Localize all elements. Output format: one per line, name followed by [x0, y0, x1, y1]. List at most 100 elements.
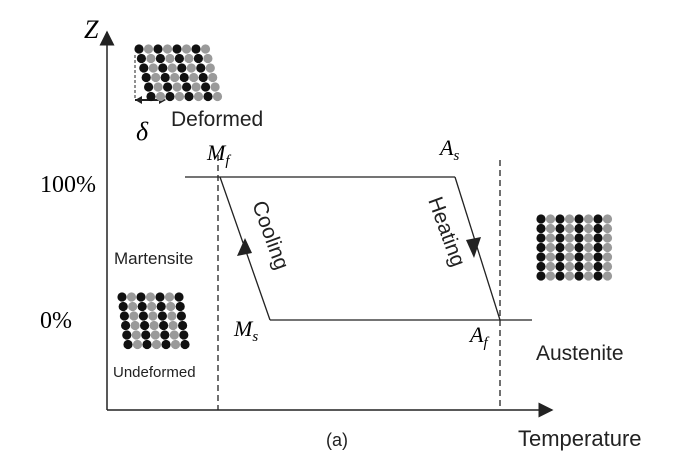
atom: [158, 311, 167, 320]
atom: [128, 302, 137, 311]
atom: [194, 54, 203, 63]
deformed-label: Deformed: [171, 108, 263, 131]
atom: [536, 214, 545, 223]
caption: (a): [326, 430, 348, 450]
atom: [156, 54, 165, 63]
atom: [171, 340, 180, 349]
atom: [192, 82, 201, 91]
atom: [574, 262, 583, 271]
cooling-arrow: [237, 238, 252, 256]
atom: [565, 271, 574, 280]
atom: [536, 252, 545, 261]
atom: [603, 224, 612, 233]
atom: [187, 63, 196, 72]
atom: [165, 54, 174, 63]
atom: [603, 262, 612, 271]
atom: [161, 73, 170, 82]
atom: [157, 302, 166, 311]
atom: [152, 340, 161, 349]
atom: [119, 302, 128, 311]
atom: [146, 292, 155, 301]
atom: [555, 262, 564, 271]
atom: [206, 63, 215, 72]
atom: [593, 262, 602, 271]
atom: [211, 82, 220, 91]
atom: [174, 292, 183, 301]
atom: [546, 271, 555, 280]
atom: [179, 330, 188, 339]
atom: [546, 214, 555, 223]
atom: [144, 44, 153, 53]
atom: [122, 330, 131, 339]
atom: [536, 233, 545, 242]
y-top-label: 100%: [40, 172, 96, 198]
atom: [173, 82, 182, 91]
as-label: As: [438, 135, 459, 164]
atom: [156, 92, 165, 101]
diagram: Z Temperature 100% 0% (a) Mf As Ms Af Co…: [0, 0, 676, 457]
atom: [180, 73, 189, 82]
atom: [175, 54, 184, 63]
atom: [603, 252, 612, 261]
atom: [584, 262, 593, 271]
atom: [593, 224, 602, 233]
atom: [120, 311, 129, 320]
atom: [177, 311, 186, 320]
atom: [203, 54, 212, 63]
atom: [536, 271, 545, 280]
atom: [137, 54, 146, 63]
atom: [163, 82, 172, 91]
atom: [165, 92, 174, 101]
atom: [546, 262, 555, 271]
atom: [131, 321, 140, 330]
atom: [121, 321, 130, 330]
atom: [555, 214, 564, 223]
y-axis-label: Z: [84, 15, 99, 44]
atom: [565, 262, 574, 271]
austenite-label: Austenite: [536, 342, 624, 365]
atom: [142, 340, 151, 349]
atom: [584, 243, 593, 252]
atom: [584, 233, 593, 242]
martensite-label: Martensite: [114, 249, 193, 268]
atom: [536, 243, 545, 252]
atom: [117, 292, 126, 301]
atom: [154, 82, 163, 91]
atom: [584, 252, 593, 261]
atom: [170, 73, 179, 82]
atom: [603, 271, 612, 280]
atom: [565, 243, 574, 252]
atom: [565, 252, 574, 261]
delta-label: δ: [136, 117, 149, 146]
atom: [149, 63, 158, 72]
hysteresis-loop: [185, 155, 532, 410]
atom: [546, 252, 555, 261]
atom: [584, 214, 593, 223]
atom: [574, 271, 583, 280]
atom: [146, 92, 155, 101]
atom: [574, 224, 583, 233]
atom: [555, 243, 564, 252]
atom: [132, 330, 141, 339]
atom: [175, 92, 184, 101]
atom: [593, 243, 602, 252]
atom: [593, 271, 602, 280]
atom: [593, 252, 602, 261]
cooling-label: Cooling: [247, 198, 293, 273]
atom: [546, 243, 555, 252]
mf-label: Mf: [206, 140, 231, 169]
atom: [139, 63, 148, 72]
atom: [133, 340, 142, 349]
atom: [584, 271, 593, 280]
atom: [536, 224, 545, 233]
atom: [139, 311, 148, 320]
atom: [584, 224, 593, 233]
atom: [167, 311, 176, 320]
atom: [184, 54, 193, 63]
atom: [189, 73, 198, 82]
atom: [178, 321, 187, 330]
atom: [203, 92, 212, 101]
atom: [199, 73, 208, 82]
atom: [169, 321, 178, 330]
atom: [138, 302, 147, 311]
